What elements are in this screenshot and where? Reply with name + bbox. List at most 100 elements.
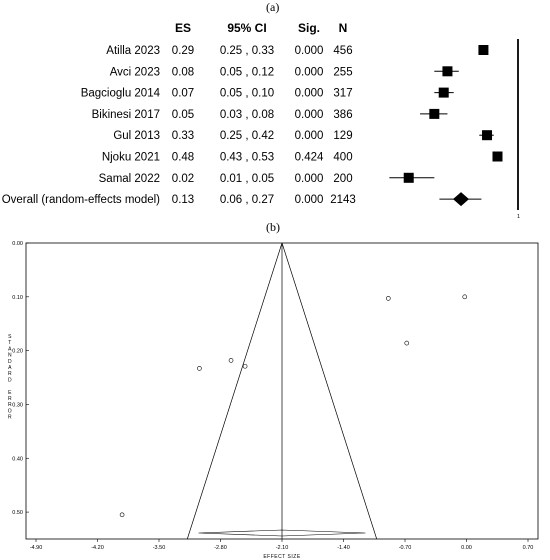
x-tick-label: -4.20: [91, 545, 104, 551]
x-axis-title: EFFECT SIZE: [263, 554, 301, 560]
sample-size: 2143: [330, 194, 356, 206]
x-tick-label: 0.70: [523, 545, 534, 551]
study-name: Atilla 2023: [106, 45, 160, 57]
sample-size: 400: [333, 152, 352, 164]
panel-a-label: (a): [266, 0, 280, 14]
overall-diamond: [453, 192, 470, 207]
header-sig: Sig.: [298, 21, 320, 35]
confidence-interval: 0.25 , 0.42: [220, 130, 274, 142]
x-tick-label: -2.80: [214, 545, 227, 551]
y-axis-ticks: 0.00 0.10 0.20 0.30 0.40 0.50: [12, 241, 29, 516]
effect-size: 0.13: [172, 194, 194, 206]
study-row: Samal 2022 0.02 0.01 , 0.05 0.000 200: [99, 173, 353, 185]
y-axis-title-letter: R: [8, 396, 12, 402]
effect-square: [403, 172, 414, 183]
y-axis-title-letter: D: [8, 377, 12, 383]
study-name: Gul 2013: [113, 130, 160, 142]
significance: 0.000: [295, 173, 324, 185]
y-axis-title-letter: A: [8, 346, 12, 352]
y-axis-title-letter: O: [8, 408, 12, 414]
forest-rows: Atilla 2023 0.29 0.25 , 0.33 0.000 456 Avci 2…: [2, 45, 356, 206]
y-axis-title-letter: D: [8, 359, 12, 365]
x-tick-label: -1.40: [337, 545, 350, 551]
study-row: Gul 2013 0.33 0.25 , 0.42 0.000 129: [113, 130, 352, 142]
forest-plot: ES 95% CI Sig. N Atilla 2023 0.29 0.25 , 0.33…: [2, 21, 520, 220]
study-name: Overall (random-effects model): [2, 194, 160, 206]
confidence-interval: 0.01 , 0.05: [220, 173, 274, 185]
x-tick-label: -4.90: [30, 545, 43, 551]
study-row: Atilla 2023 0.29 0.25 , 0.33 0.000 456: [106, 45, 352, 57]
forest-marks: [389, 45, 503, 207]
panel-b-label: (b): [266, 220, 280, 234]
funnel-left-edge: [186, 242, 283, 540]
effect-size: 0.05: [172, 109, 194, 121]
study-point: [462, 294, 468, 300]
confidence-interval: 0.05 , 0.10: [220, 88, 274, 100]
significance: 0.000: [295, 45, 324, 57]
study-name: Bikinesi 2017: [92, 109, 160, 121]
y-axis-title-letter: R: [8, 402, 12, 408]
effect-square: [442, 66, 453, 77]
significance: 0.000: [295, 194, 324, 206]
y-tick-label: 0.40: [12, 456, 23, 462]
sample-size: 255: [333, 66, 352, 78]
confidence-interval: 0.03 , 0.08: [220, 109, 274, 121]
study-row: Bikinesi 2017 0.05 0.03 , 0.08 0.000 386: [92, 109, 353, 121]
x-tick-label: 0.00: [461, 545, 472, 551]
sample-size: 129: [333, 130, 352, 142]
y-tick-label: 0.50: [12, 510, 23, 516]
study-name: Avci 2023: [110, 66, 160, 78]
study-point: [404, 340, 410, 346]
effect-square: [429, 108, 440, 119]
study-name: Samal 2022: [99, 173, 160, 185]
effect-size: 0.07: [172, 88, 194, 100]
effect-size: 0.33: [172, 130, 194, 142]
effect-size: 0.02: [172, 173, 194, 185]
y-axis-title-letter: A: [8, 365, 12, 371]
effect-square: [482, 130, 493, 141]
y-tick-label: 0.00: [12, 241, 23, 247]
confidence-interval: 0.06 , 0.27: [220, 194, 274, 206]
y-axis-title-letter: R: [8, 371, 12, 377]
x-tick-label: -0.70: [399, 545, 412, 551]
significance: 0.000: [295, 109, 324, 121]
sample-size: 200: [333, 173, 352, 185]
sample-size: 317: [333, 88, 352, 100]
x-axis-ticks: -4.90 -4.20 -3.50 -2.80 -2.10 -1.40 -0.70 0.00 0…: [30, 539, 534, 551]
study-name: Njoku 2021: [102, 152, 160, 164]
effect-square: [492, 151, 503, 162]
study-point: [197, 366, 202, 371]
forest-headers: ES 95% CI Sig. N: [175, 21, 347, 35]
study-point: [119, 512, 125, 518]
reference-label: 1: [517, 214, 520, 220]
summary-diamond: [198, 529, 366, 537]
study-point: [386, 296, 391, 301]
overall-row: Overall (random-effects model) 0.13 0.06 ,…: [2, 194, 356, 206]
study-point: [228, 358, 234, 363]
significance: 0.000: [295, 88, 324, 100]
y-tick-label: 0.20: [12, 349, 23, 355]
y-tick-label: 0.10: [12, 295, 23, 301]
effect-size: 0.48: [172, 152, 194, 164]
effect-size: 0.29: [172, 45, 194, 57]
study-row: Avci 2023 0.08 0.05 , 0.12 0.000 255: [110, 66, 353, 78]
confidence-interval: 0.43 , 0.53: [220, 152, 274, 164]
effect-square: [438, 87, 449, 98]
sample-size: 456: [333, 45, 352, 57]
x-tick-label: -3.50: [153, 545, 166, 551]
y-axis-title-letter: T: [8, 340, 12, 346]
study-row: Njoku 2021 0.48 0.43 , 0.53 0.424 400: [102, 152, 353, 164]
significance: 0.424: [295, 152, 324, 164]
effect-size: 0.08: [172, 66, 194, 78]
confidence-interval: 0.25 , 0.33: [220, 45, 274, 57]
effect-square: [478, 45, 489, 55]
sample-size: 386: [333, 109, 352, 121]
x-tick-label: -2.10: [276, 545, 289, 551]
funnel-points: [119, 294, 468, 518]
study-row: Bagcioglu 2014 0.07 0.05 , 0.10 0.000 317: [81, 88, 353, 100]
header-es: ES: [175, 21, 191, 35]
funnel-plot: 0.00 0.10 0.20 0.30 0.40 0.50 -4.90 -4.20 -3.50…: [8, 241, 539, 560]
funnel-shape: [186, 242, 378, 540]
y-axis-title-letter: R: [8, 415, 12, 421]
